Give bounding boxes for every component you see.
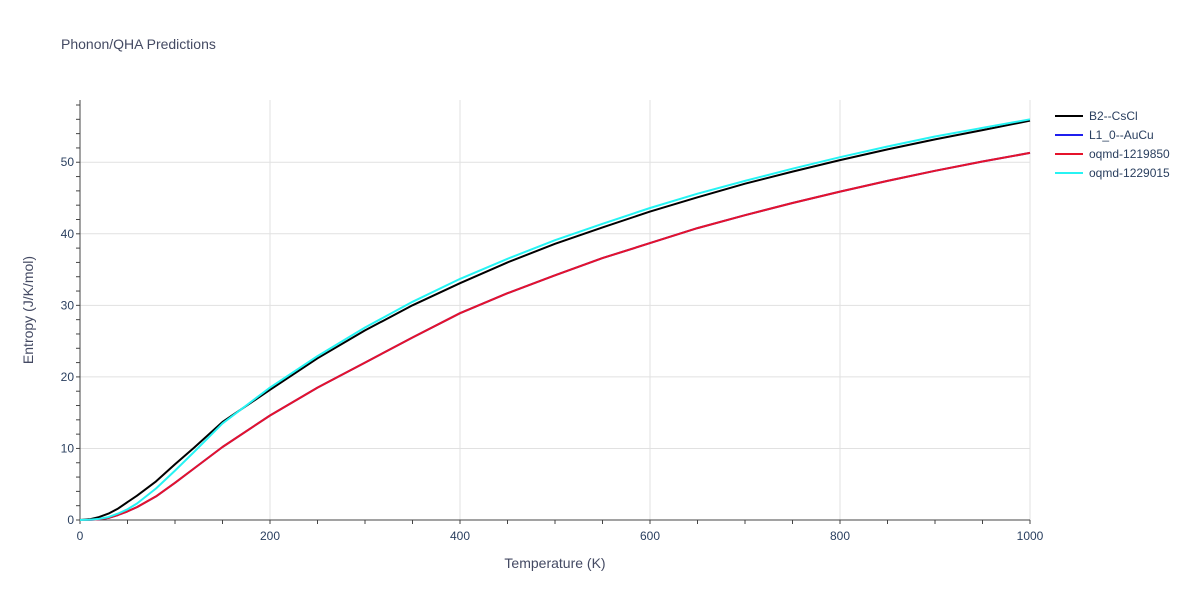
legend-swatch (1055, 114, 1083, 117)
y-tick-label: 40 (61, 227, 75, 241)
series-line-2 (79, 151, 1031, 521)
legend-label: oqmd-1219850 (1089, 146, 1170, 161)
series-group (79, 118, 1031, 521)
legend-item-0[interactable]: B2--CsCl (1055, 106, 1170, 125)
grid-lines (80, 100, 1031, 521)
x-tick-label: 200 (260, 529, 280, 543)
series-line-3 (79, 118, 1031, 521)
legend-swatch (1055, 133, 1083, 136)
x-axis-label: Temperature (K) (504, 555, 605, 571)
y-tick-label: 20 (61, 370, 75, 384)
series-line-0 (79, 119, 1031, 521)
legend-label: L1_0--AuCu (1089, 127, 1154, 142)
y-tick-label: 50 (61, 155, 75, 169)
legend-label: oqmd-1229015 (1089, 165, 1170, 180)
legend-swatch (1055, 152, 1083, 155)
chart-title: Phonon/QHA Predictions (61, 36, 216, 52)
y-tick-label: 10 (61, 441, 75, 455)
legend: B2--CsCl L1_0--AuCu oqmd-1219850 oqmd-12290… (1055, 106, 1170, 182)
legend-label: B2--CsCl (1089, 108, 1138, 123)
legend-item-3[interactable]: oqmd-1229015 (1055, 163, 1170, 182)
y-ticks: 0 10 20 30 40 50 (61, 104, 80, 527)
y-axis-label: Entropy (J/K/mol) (20, 256, 36, 364)
y-tick-label: 30 (61, 298, 75, 312)
legend-swatch (1055, 171, 1083, 174)
x-tick-label: 600 (640, 529, 660, 543)
x-tick-label: 1000 (1017, 529, 1044, 543)
legend-item-1[interactable]: L1_0--AuCu (1055, 125, 1170, 144)
x-tick-label: 400 (450, 529, 470, 543)
y-tick-label: 0 (67, 513, 74, 527)
series-line-1 (79, 151, 1031, 521)
legend-item-2[interactable]: oqmd-1219850 (1055, 144, 1170, 163)
x-tick-label: 800 (830, 529, 850, 543)
x-ticks: 0 200 400 600 800 1000 (77, 520, 1044, 543)
x-tick-label: 0 (77, 529, 84, 543)
